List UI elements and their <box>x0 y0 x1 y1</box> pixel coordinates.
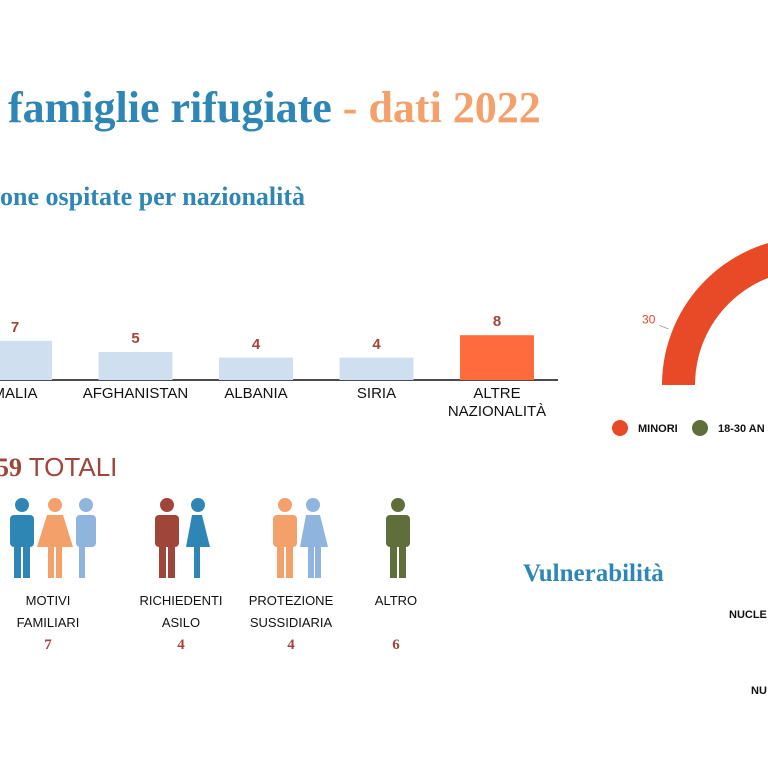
status-label: PROTEZIONE SUSSIDIARIA <box>248 593 334 630</box>
title: famiglie rifugiate - dati 2022 <box>8 82 541 133</box>
legend-dot <box>612 420 628 436</box>
value-label: 5 <box>131 330 140 347</box>
title-main: famiglie rifugiate <box>8 83 332 132</box>
x-tick-label: ALTRE NAZIONALITÀ <box>447 385 547 420</box>
donut-segment <box>662 243 768 385</box>
status-value: 6 <box>392 637 400 653</box>
bar-title: one ospitate per nazionalità <box>0 182 306 211</box>
x-tick-label: ALBANIA <box>224 385 288 402</box>
totals: 59 TOTALI <box>0 452 117 483</box>
legend-label: MINORI <box>638 423 678 435</box>
vuln-row: NU <box>751 685 767 697</box>
status-label: ALTRO <box>374 593 418 608</box>
status-value: 7 <box>44 637 52 653</box>
status-value: 4 <box>287 637 295 653</box>
bar <box>0 340 52 380</box>
value-label: 7 <box>10 318 20 336</box>
totals-value: 59 <box>0 453 22 482</box>
title-sep: - <box>342 83 358 132</box>
vuln-row: NUCLE <box>729 609 767 621</box>
value-label: 8 <box>492 313 502 331</box>
x-tick-label: SIRIA <box>356 385 397 402</box>
value-label: 4 <box>372 335 381 353</box>
icons <box>10 498 410 578</box>
legend-label: 18-30 AN <box>718 423 765 435</box>
title-year: dati 2022 <box>368 83 541 132</box>
status-label: MOTIVI FAMILIARI <box>16 593 80 630</box>
bar <box>460 335 534 380</box>
legend-dot <box>692 420 708 436</box>
bar <box>98 352 173 380</box>
donut-label: 30 <box>642 312 656 326</box>
status-value: 4 <box>177 637 185 653</box>
x-tick-label: AFGHANISTAN <box>82 385 189 402</box>
status-label: RICHIEDENTI ASILO <box>139 593 223 630</box>
bar <box>339 357 414 380</box>
vuln-title: Vulnerabilità <box>523 560 664 587</box>
bar <box>219 357 293 380</box>
x-tick-label: MALIA <box>0 385 38 402</box>
leader-line <box>659 324 669 330</box>
value-label: 4 <box>251 335 261 353</box>
totals-label: TOTALI <box>28 452 118 482</box>
